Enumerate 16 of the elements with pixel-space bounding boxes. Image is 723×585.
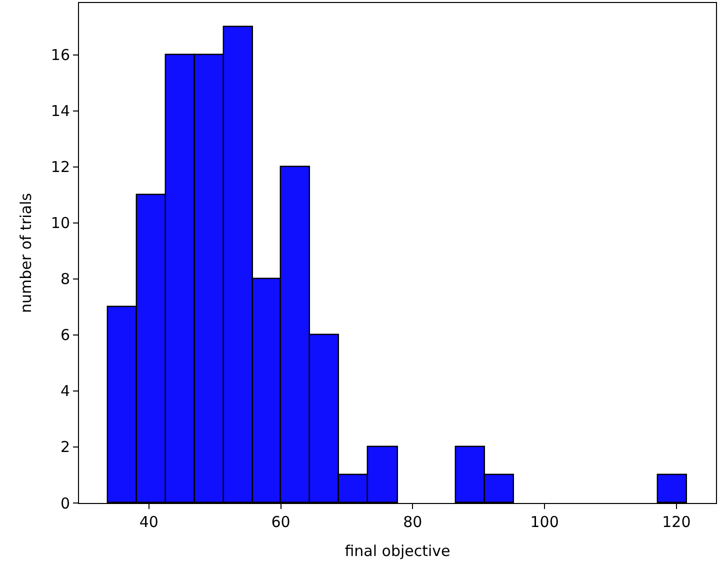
x-tick-label: 60 [271, 513, 290, 531]
y-tick-label: 10 [50, 214, 70, 232]
y-tick-label: 4 [60, 382, 70, 400]
y-tick-label: 8 [60, 270, 70, 288]
x-tick-label: 80 [403, 513, 422, 531]
x-tick-label: 40 [139, 513, 158, 531]
x-tick-label: 100 [530, 513, 559, 531]
y-tick-label: 2 [60, 438, 70, 456]
y-tick-label: 6 [60, 326, 70, 344]
x-axis-title: final objective [344, 542, 450, 560]
y-axis-title: number of trials [17, 192, 36, 313]
y-tick-label: 12 [50, 158, 70, 176]
x-tick-label: 120 [662, 513, 691, 531]
y-tick-label: 14 [50, 102, 70, 120]
y-tick-label: 16 [50, 46, 70, 64]
y-tick-label: 0 [60, 494, 70, 512]
